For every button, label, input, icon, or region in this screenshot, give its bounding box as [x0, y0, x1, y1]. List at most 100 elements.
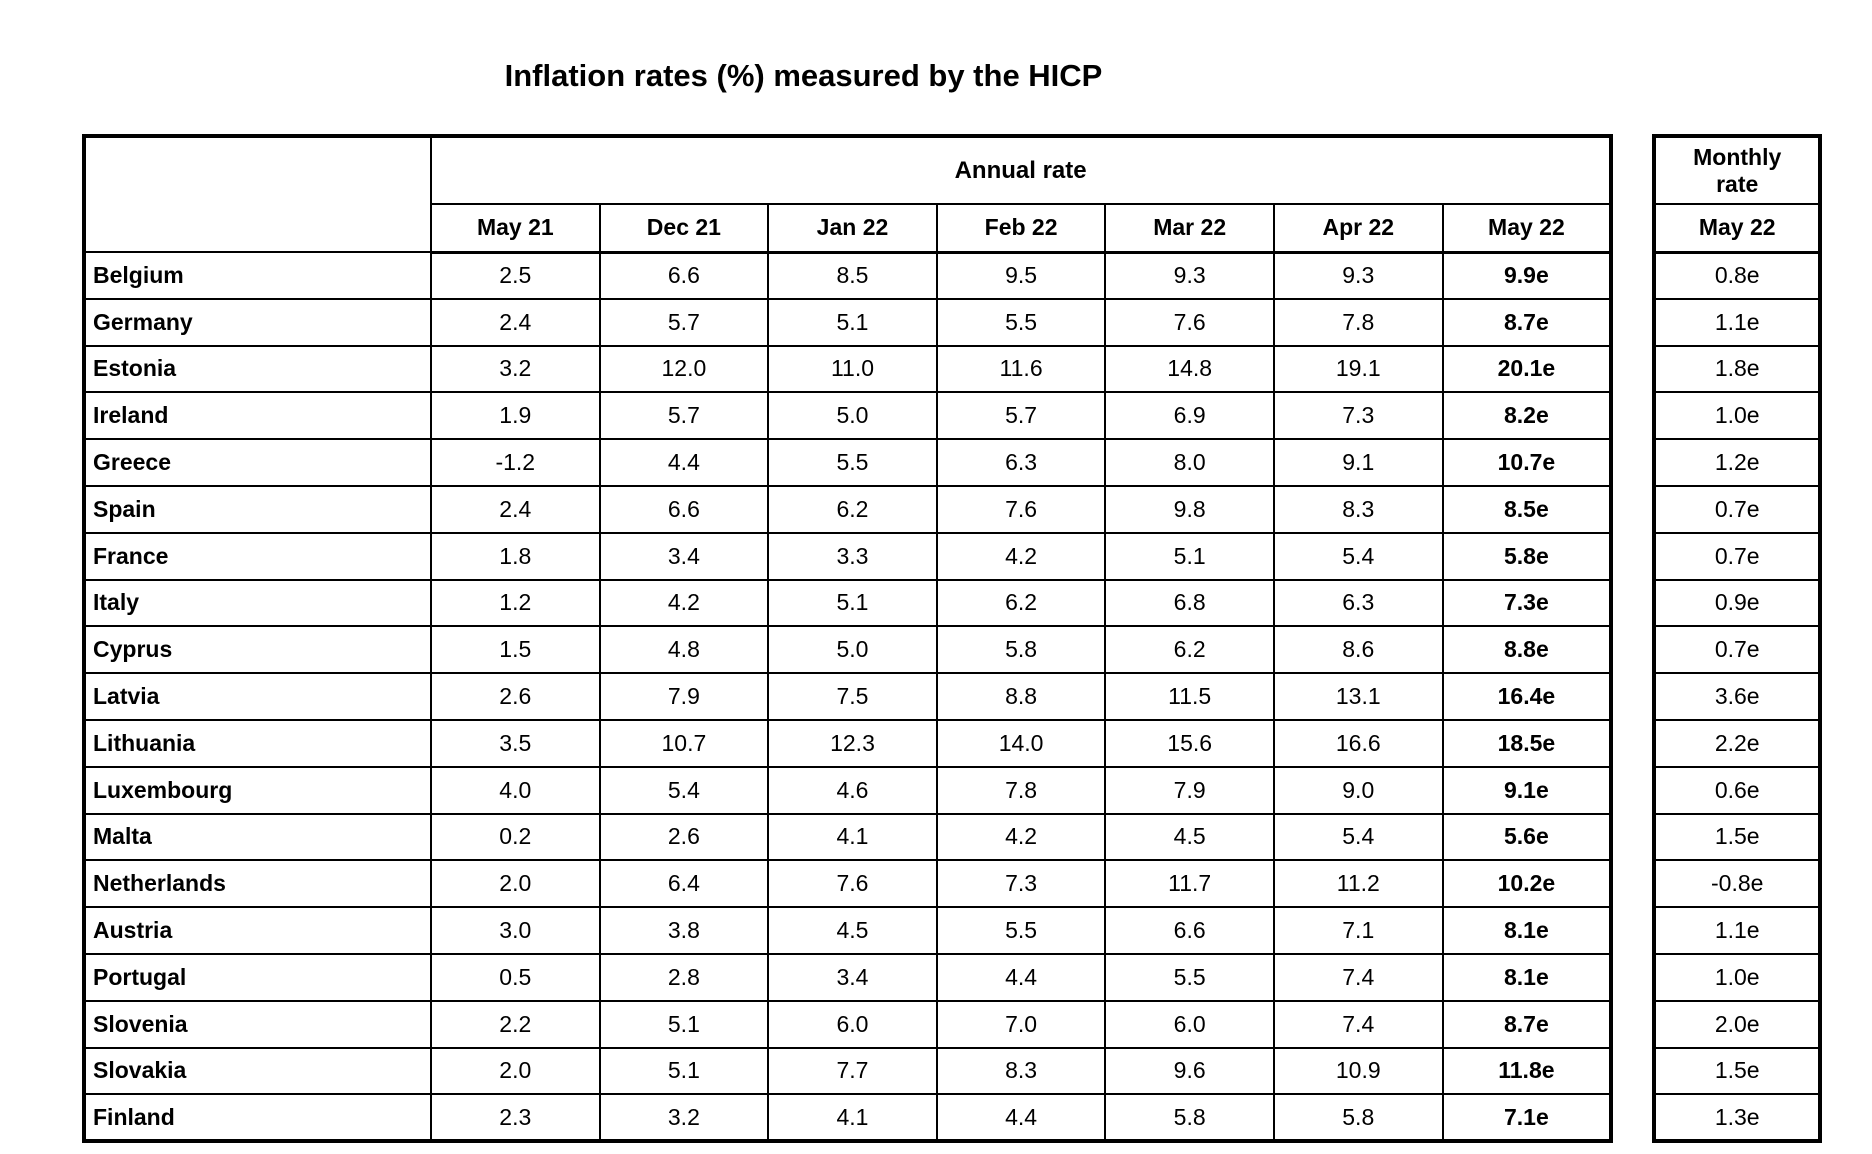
annual-rate-value: 3.3	[767, 531, 938, 581]
annual-rate-value: 6.2	[767, 484, 938, 534]
annual-rate-value: 6.9	[1104, 391, 1275, 441]
annual-rate-value: 4.5	[767, 906, 938, 955]
monthly-rate-value: 2.0e	[1653, 999, 1822, 1049]
country-name: Luxembourg	[83, 765, 432, 815]
monthly-header-row: Monthly rate	[1653, 135, 1822, 205]
monthly-table-row: 0.9e	[1653, 578, 1822, 628]
annual-rate-value: 8.2e	[1441, 391, 1613, 441]
monthly-table-row: 0.6e	[1653, 765, 1822, 815]
annual-rate-value: 8.3	[1272, 484, 1444, 534]
annual-rate-value: 11.0	[767, 344, 938, 394]
country-name: Germany	[83, 297, 432, 347]
annual-rate-value: 7.6	[935, 484, 1107, 534]
monthly-table-row: 1.5e	[1653, 812, 1822, 862]
annual-rate-value: 20.1e	[1441, 344, 1613, 394]
annual-rate-value: 10.7e	[1441, 438, 1613, 487]
country-name: Lithuania	[83, 718, 432, 768]
monthly-rate-value: 1.0e	[1653, 952, 1822, 1002]
monthly-table-row: 1.8e	[1653, 344, 1822, 394]
country-name: Slovenia	[83, 999, 432, 1049]
annual-rate-value: 6.3	[1272, 578, 1444, 628]
annual-rate-value: 7.4	[1272, 952, 1444, 1002]
annual-rate-value: 7.9	[1104, 765, 1275, 815]
monthly-rate-value: -0.8e	[1653, 859, 1822, 909]
country-name: Slovakia	[83, 1046, 432, 1096]
annual-rate-value: 0.5	[430, 952, 601, 1002]
annual-rate-value: 1.8	[430, 531, 601, 581]
annual-rate-value: 11.5	[1104, 672, 1275, 721]
country-name: Netherlands	[83, 859, 432, 909]
table-row: Slovakia 2.0 5.1 7.7 8.3 9.6 10.9 11.8e	[83, 1046, 1613, 1096]
monthly-rate-value: 0.7e	[1653, 484, 1822, 534]
annual-rate-value: 9.3	[1104, 251, 1275, 300]
annual-rate-value: 3.4	[598, 531, 770, 581]
annual-rate-value: 7.4	[1272, 999, 1444, 1049]
annual-rate-value: 4.6	[767, 765, 938, 815]
country-name: Spain	[83, 484, 432, 534]
country-name: Ireland	[83, 391, 432, 441]
annual-rate-value: 4.2	[935, 531, 1107, 581]
monthly-table-row: 2.2e	[1653, 718, 1822, 768]
annual-rate-value: 5.4	[598, 765, 770, 815]
annual-rate-value: 7.1	[1272, 906, 1444, 955]
table-row: Belgium 2.5 6.6 8.5 9.5 9.3 9.3 9.9e	[83, 251, 1613, 300]
annual-rate-value: 8.8	[935, 672, 1107, 721]
annual-rate-value: 6.2	[1104, 625, 1275, 675]
corner-cell	[83, 135, 432, 253]
annual-rate-value: 3.2	[430, 344, 601, 394]
annual-rate-value: 7.1e	[1441, 1093, 1613, 1143]
annual-rate-value: 9.6	[1104, 1046, 1275, 1096]
monthly-rate-header: Monthly rate	[1653, 135, 1822, 205]
tables-container: Annual rate May 21 Dec 21 Jan 22 Feb 22 Mar …	[82, 134, 1823, 1144]
annual-rate-value: 2.0	[430, 1046, 601, 1096]
annual-rate-value: 4.4	[935, 1093, 1107, 1143]
annual-rate-value: 6.3	[935, 438, 1107, 487]
annual-rate-value: 11.6	[935, 344, 1107, 394]
monthly-table-row: 2.0e	[1653, 999, 1822, 1049]
annual-rate-value: 8.5	[767, 251, 938, 300]
country-name: Portugal	[83, 952, 432, 1002]
monthly-rate-value: 0.9e	[1653, 578, 1822, 628]
annual-rate-value: 3.4	[767, 952, 938, 1002]
annual-rate-value: 5.7	[935, 391, 1107, 441]
annual-rate-value: 8.3	[935, 1046, 1107, 1096]
annual-rate-value: 10.7	[598, 718, 770, 768]
annual-rate-value: 1.2	[430, 578, 601, 628]
annual-rate-value: 9.1e	[1441, 765, 1613, 815]
annual-rate-value: 4.2	[598, 578, 770, 628]
monthly-rate-value: 2.2e	[1653, 718, 1822, 768]
annual-rate-value: 8.0	[1104, 438, 1275, 487]
annual-rate-value: 2.4	[430, 484, 601, 534]
monthly-rate-value: 1.1e	[1653, 906, 1822, 955]
country-name: Italy	[83, 578, 432, 628]
monthly-rate-value: 1.5e	[1653, 1046, 1822, 1096]
table-row: Germany 2.4 5.7 5.1 5.5 7.6 7.8 8.7e	[83, 297, 1613, 347]
annual-rate-value: 5.8	[1104, 1093, 1275, 1143]
annual-rate-value: 4.2	[935, 812, 1107, 862]
annual-rate-value: 8.1e	[1441, 952, 1613, 1002]
table-row: Latvia 2.6 7.9 7.5 8.8 11.5 13.1 16.4e	[83, 672, 1613, 721]
annual-rate-value: 3.2	[598, 1093, 770, 1143]
annual-rate-value: 4.5	[1104, 812, 1275, 862]
annual-rate-value: 5.5	[1104, 952, 1275, 1002]
annual-rate-value: 4.4	[935, 952, 1107, 1002]
country-name: Cyprus	[83, 625, 432, 675]
annual-rate-value: 3.5	[430, 718, 601, 768]
annual-rate-value: 1.5	[430, 625, 601, 675]
monthly-table-row: 0.7e	[1653, 484, 1822, 534]
annual-rate-value: 2.4	[430, 297, 601, 347]
annual-rate-value: 5.1	[598, 1046, 770, 1096]
annual-rate-value: 5.8	[1272, 1093, 1444, 1143]
annual-rate-value: 5.0	[767, 391, 938, 441]
month-header: Jan 22	[767, 203, 938, 254]
monthly-table-row: 0.8e	[1653, 251, 1822, 300]
annual-rate-value: 7.3e	[1441, 578, 1613, 628]
monthly-rate-value: 0.8e	[1653, 251, 1822, 300]
annual-rate-value: 7.3	[935, 859, 1107, 909]
monthly-table-row: 1.1e	[1653, 906, 1822, 955]
table-row: Finland 2.3 3.2 4.1 4.4 5.8 5.8 7.1e	[83, 1093, 1613, 1143]
annual-rate-value: 4.8	[598, 625, 770, 675]
annual-rate-value: 7.6	[767, 859, 938, 909]
monthly-rate-value: 1.1e	[1653, 297, 1822, 347]
